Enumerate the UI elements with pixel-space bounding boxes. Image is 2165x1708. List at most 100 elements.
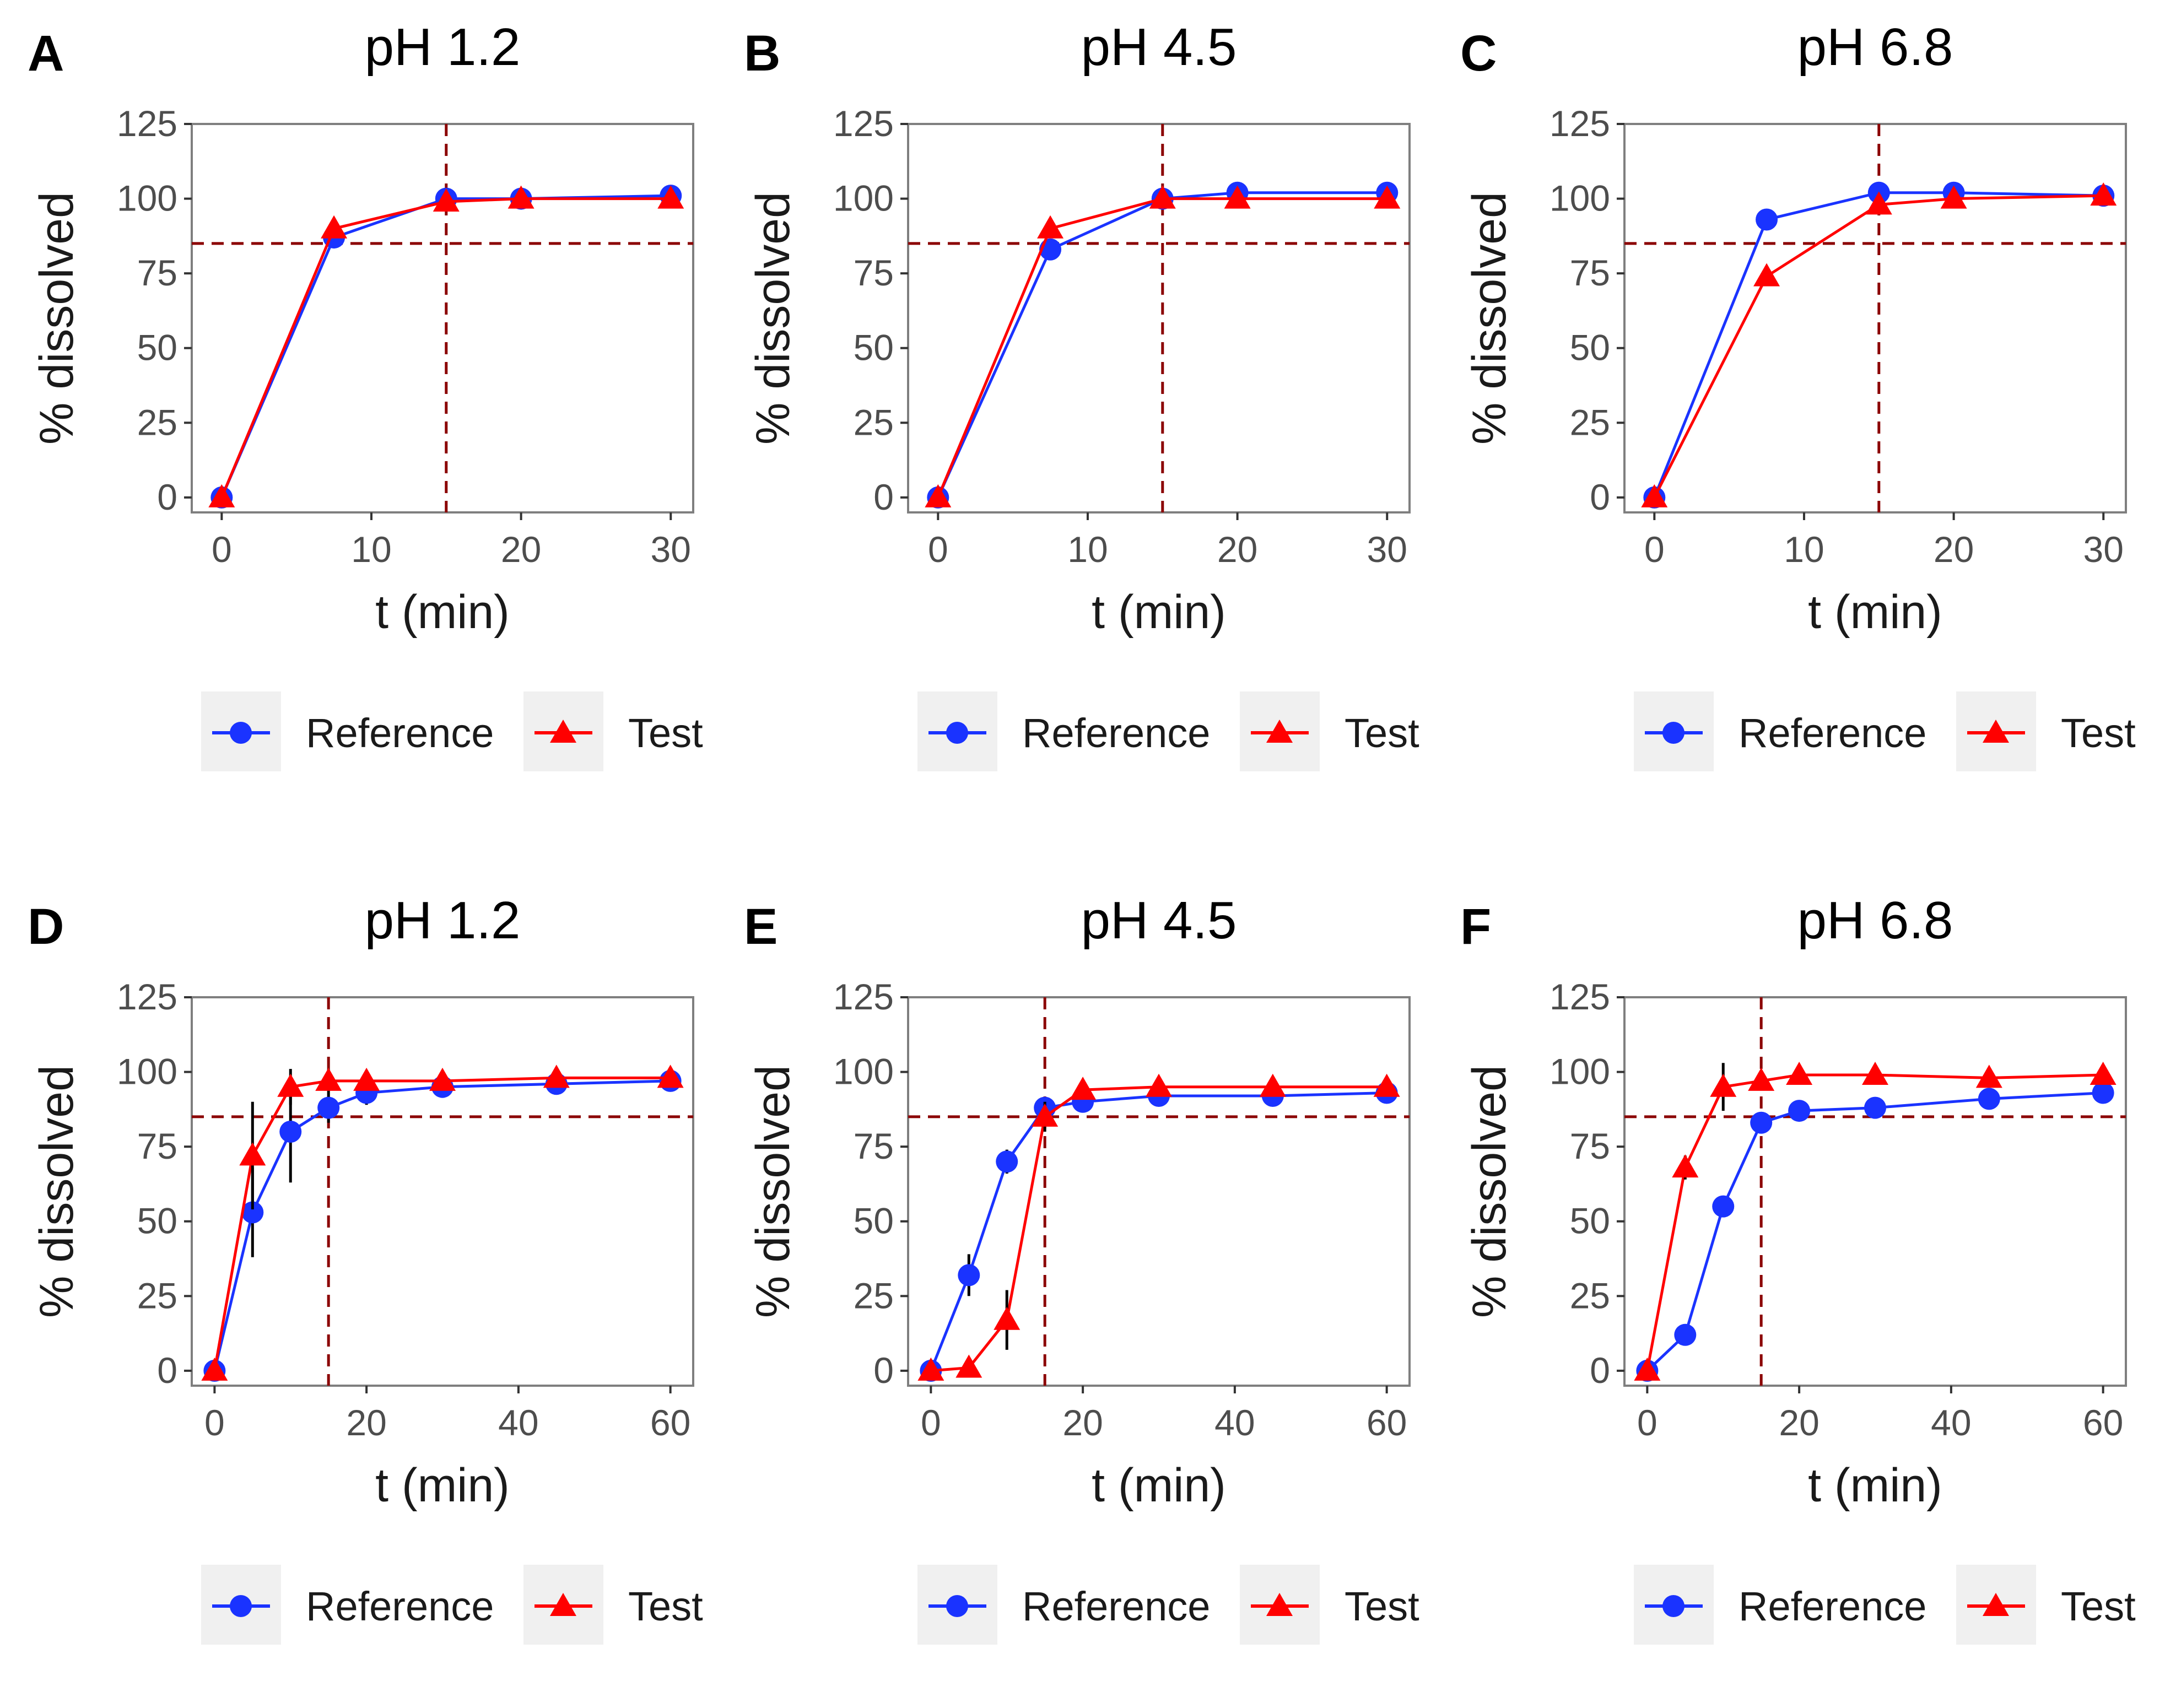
legend-key-marker [1662, 1595, 1685, 1617]
data-point [1037, 215, 1064, 239]
y-tick-label: 25 [1570, 1275, 1610, 1316]
x-tick-label: 10 [1067, 529, 1108, 570]
y-tick-label: 50 [1570, 1201, 1610, 1241]
data-point [1975, 1064, 2002, 1088]
y-tick-label: 100 [1549, 178, 1610, 219]
panel-letter: B [744, 25, 780, 82]
y-tick-label: 100 [833, 178, 894, 219]
panel-letter: A [28, 25, 64, 82]
legend-label-test: Test [1345, 1583, 1419, 1629]
legend-key-marker [230, 722, 252, 744]
data-point [1756, 208, 1778, 231]
x-axis-title: t (min) [375, 1459, 510, 1512]
legend-label-reference: Reference [1022, 710, 1210, 756]
y-tick-label: 0 [1590, 1350, 1610, 1391]
data-point [2090, 182, 2117, 206]
data-point [429, 1067, 456, 1091]
y-tick-label: 100 [1549, 1051, 1610, 1092]
y-axis-title: % dissolved [747, 192, 800, 445]
data-point [317, 1096, 340, 1119]
data-point [1259, 1073, 1286, 1097]
x-tick-label: 40 [1214, 1402, 1255, 1443]
y-tick-label: 125 [117, 103, 177, 144]
series-line [931, 1085, 1387, 1372]
data-point [657, 1064, 684, 1088]
y-tick-label: 75 [137, 252, 177, 293]
data-point [955, 1354, 982, 1378]
legend-label-test: Test [1345, 710, 1419, 756]
y-tick-label: 0 [873, 477, 894, 517]
y-tick-label: 75 [1570, 1126, 1610, 1166]
data-point [543, 1064, 570, 1088]
data-point [958, 1264, 980, 1287]
x-tick-label: 60 [1367, 1402, 1407, 1443]
y-tick-label: 100 [117, 1051, 177, 1092]
x-axis-title: t (min) [1808, 1459, 1942, 1512]
plot-frame [191, 123, 694, 514]
series-line [213, 1076, 671, 1371]
legend-key-marker [1266, 720, 1293, 743]
y-tick-label: 25 [1570, 402, 1610, 442]
x-tick-label: 0 [204, 1402, 225, 1443]
data-point [657, 185, 684, 209]
data-point [507, 185, 534, 209]
y-tick-label: 50 [854, 327, 894, 368]
y-tick-label: 50 [137, 1201, 177, 1241]
data-point [2092, 1082, 2114, 1104]
panel-letter: F [1460, 899, 1491, 955]
y-tick-label: 25 [137, 402, 177, 442]
data-point [353, 1067, 380, 1091]
panel-title: pH 1.2 [365, 891, 521, 950]
y-axis-title: % dissolved [30, 1065, 83, 1318]
y-tick-label: 25 [854, 1275, 894, 1316]
legend-label-test: Test [2061, 1583, 2136, 1629]
data-point [241, 1201, 264, 1224]
legend-label-reference: Reference [1739, 710, 1926, 756]
data-point [321, 215, 348, 239]
data-point [208, 484, 235, 507]
data-point [1070, 1077, 1097, 1100]
data-point [1940, 185, 1967, 209]
x-tick-label: 0 [212, 529, 232, 570]
x-tick-label: 0 [1644, 529, 1665, 570]
panel-title: pH 6.8 [1797, 18, 1953, 77]
legend-key-marker [946, 1595, 968, 1617]
y-tick-label: 25 [854, 402, 894, 442]
panel-title: pH 6.8 [1797, 891, 1953, 950]
panel-title: pH 4.5 [1081, 18, 1237, 77]
legend: Reference Test [201, 691, 703, 771]
legend-key-marker [946, 722, 968, 744]
series-line [1646, 1091, 2103, 1372]
series-line [1645, 1073, 2103, 1371]
y-tick-label: 100 [117, 178, 177, 219]
y-tick-label: 50 [1570, 327, 1610, 368]
legend-label-test: Test [628, 1583, 703, 1629]
x-tick-label: 40 [498, 1402, 538, 1443]
x-tick-label: 40 [1931, 1402, 1971, 1443]
legend: Reference Test [201, 1565, 703, 1645]
plot-frame [907, 996, 1411, 1387]
data-point [1710, 1073, 1737, 1097]
data-point [1748, 1067, 1775, 1091]
data-point [925, 484, 952, 507]
y-tick-label: 0 [157, 1350, 177, 1391]
y-axis-title: % dissolved [30, 192, 83, 445]
x-tick-label: 20 [1934, 529, 1974, 570]
x-axis-title: t (min) [375, 586, 510, 639]
data-point [917, 1357, 944, 1381]
x-tick-label: 60 [650, 1402, 690, 1443]
plot-frame [907, 123, 1411, 514]
data-point [201, 1357, 228, 1381]
x-tick-label: 0 [1637, 1402, 1658, 1443]
data-point [1753, 263, 1780, 287]
y-tick-label: 100 [833, 1051, 894, 1092]
x-tick-label: 20 [1217, 529, 1257, 570]
data-point [239, 1142, 266, 1166]
legend-key-marker [550, 720, 576, 743]
data-point [1865, 191, 1892, 215]
